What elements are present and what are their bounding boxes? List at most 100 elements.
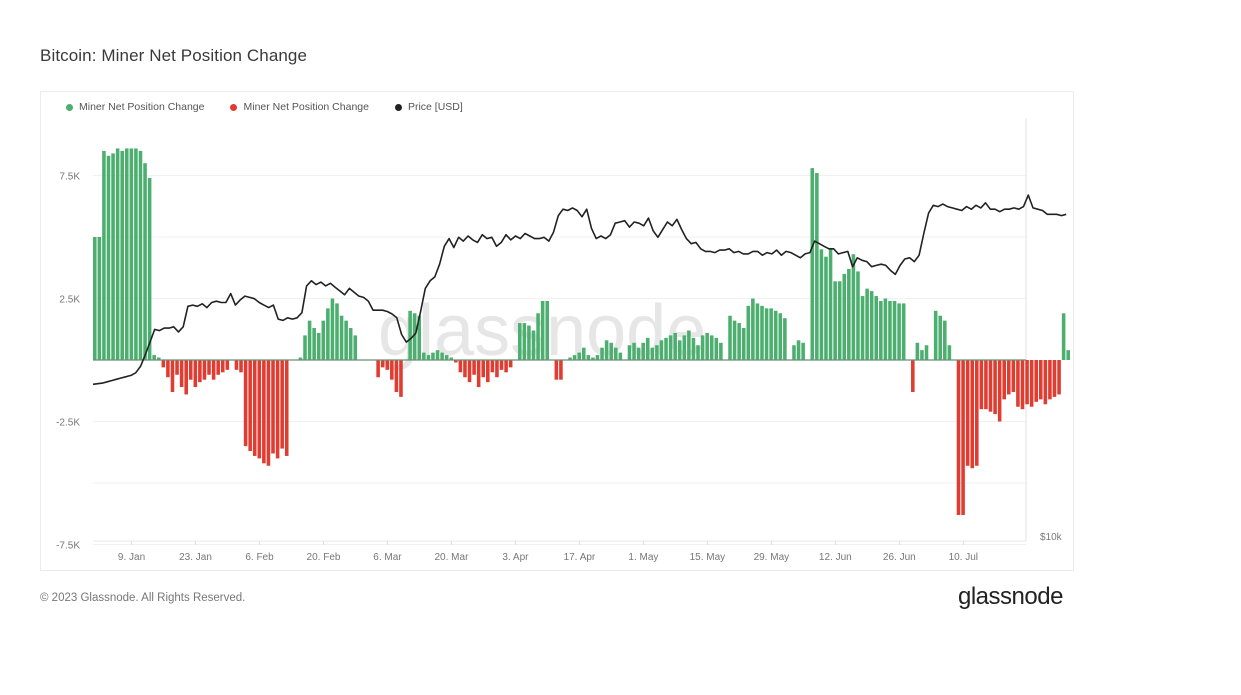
legend-item-price[interactable]: Price [USD] — [394, 101, 463, 113]
price-line — [92, 194, 1067, 386]
legend-item-negative[interactable]: Miner Net Position Change — [230, 101, 369, 113]
bar-negative — [1029, 360, 1034, 407]
bar-negative — [490, 360, 495, 373]
bar-negative — [166, 360, 170, 378]
bar-positive — [636, 347, 641, 360]
bar-positive — [837, 281, 842, 360]
x-tick-label: 17. Apr — [564, 552, 596, 563]
bar-positive — [527, 325, 531, 360]
bar-negative — [988, 360, 993, 412]
bar-positive — [778, 313, 783, 360]
bar-negative — [961, 360, 965, 515]
bar-positive — [298, 357, 303, 360]
bar-positive — [303, 335, 307, 360]
bar-positive — [120, 150, 124, 360]
bar-positive — [883, 298, 888, 360]
legend-dot-red-icon — [230, 103, 238, 111]
bar-negative — [161, 360, 166, 368]
bar-negative — [271, 360, 275, 454]
bar-negative — [499, 360, 504, 370]
bar-positive — [650, 347, 655, 360]
bar-positive — [851, 254, 856, 360]
bar-positive — [705, 332, 709, 360]
y-tick-label: 2.5K — [59, 295, 80, 306]
bar-positive — [348, 328, 353, 360]
bar-negative — [1034, 360, 1038, 402]
bar-positive — [915, 342, 920, 360]
bar-negative — [275, 360, 280, 459]
bar-negative — [202, 360, 207, 380]
bar-positive — [632, 342, 636, 360]
bar-negative — [1048, 360, 1052, 400]
bar-positive — [901, 303, 906, 360]
x-tick-label: 10. Jul — [949, 552, 978, 563]
bar-positive — [143, 163, 147, 360]
bar-negative — [970, 360, 975, 469]
bar-positive — [344, 320, 348, 360]
bar-positive — [687, 330, 691, 360]
bar-negative — [220, 360, 225, 373]
bar-positive — [783, 318, 787, 360]
bar-positive — [417, 315, 422, 360]
bar-positive — [134, 148, 138, 360]
x-tick-label: 20. Feb — [307, 552, 341, 563]
bar-positive — [655, 345, 659, 360]
bar-positive — [924, 345, 929, 360]
x-tick-label: 3. Apr — [502, 552, 529, 563]
bar-negative — [1038, 360, 1043, 400]
bar-positive — [1066, 350, 1070, 360]
bar-positive — [115, 148, 120, 360]
bar-negative — [243, 360, 248, 447]
bar-positive — [856, 271, 860, 360]
chart-legend: Miner Net Position Change Miner Net Posi… — [66, 101, 489, 113]
legend-item-positive[interactable]: Miner Net Position Change — [66, 101, 204, 113]
bar-positive — [933, 310, 938, 360]
bar-positive — [312, 328, 316, 360]
bar-positive — [792, 345, 796, 360]
bar-negative — [1007, 360, 1011, 395]
bar-positive — [339, 315, 344, 360]
bar-negative — [262, 360, 266, 464]
bar-negative — [170, 360, 175, 392]
bar-positive — [659, 340, 664, 360]
bar-negative — [252, 360, 257, 456]
bar-positive — [440, 352, 444, 360]
bar-positive — [449, 357, 454, 360]
bar-positive — [106, 155, 111, 360]
bar-positive — [422, 352, 426, 360]
bar-negative — [188, 360, 193, 380]
bar-positive — [431, 352, 435, 360]
bar-positive — [860, 296, 865, 360]
bar-negative — [248, 360, 252, 452]
bar-positive — [531, 330, 536, 360]
x-tick-label: 1. May — [628, 552, 658, 563]
bar-negative — [467, 360, 472, 383]
bar-negative — [965, 360, 970, 466]
bar-positive — [536, 313, 540, 360]
bar-positive — [147, 177, 152, 360]
bar-positive — [920, 350, 924, 360]
bar-negative — [1025, 360, 1029, 405]
legend-label: Miner Net Position Change — [79, 101, 205, 113]
bar-negative — [1020, 360, 1025, 410]
bar-negative — [463, 360, 467, 378]
bar-positive — [586, 355, 591, 360]
bar-negative — [211, 360, 216, 380]
bar-positive — [696, 345, 700, 360]
bar-negative — [486, 360, 490, 383]
bar-negative — [993, 360, 997, 415]
bar-positive — [700, 335, 705, 360]
bar-positive — [677, 340, 682, 360]
bar-negative — [266, 360, 271, 466]
bar-negative — [481, 360, 486, 378]
x-tick-label: 20. Mar — [435, 552, 470, 563]
bar-positive — [444, 355, 449, 360]
bar-negative — [390, 360, 394, 380]
bar-positive — [572, 355, 577, 360]
bar-positive — [591, 357, 595, 360]
bar-negative — [380, 360, 385, 368]
bar-positive — [568, 357, 572, 360]
bar-positive — [751, 298, 755, 360]
bar-positive — [97, 237, 102, 360]
legend-dot-black-icon — [394, 103, 402, 111]
